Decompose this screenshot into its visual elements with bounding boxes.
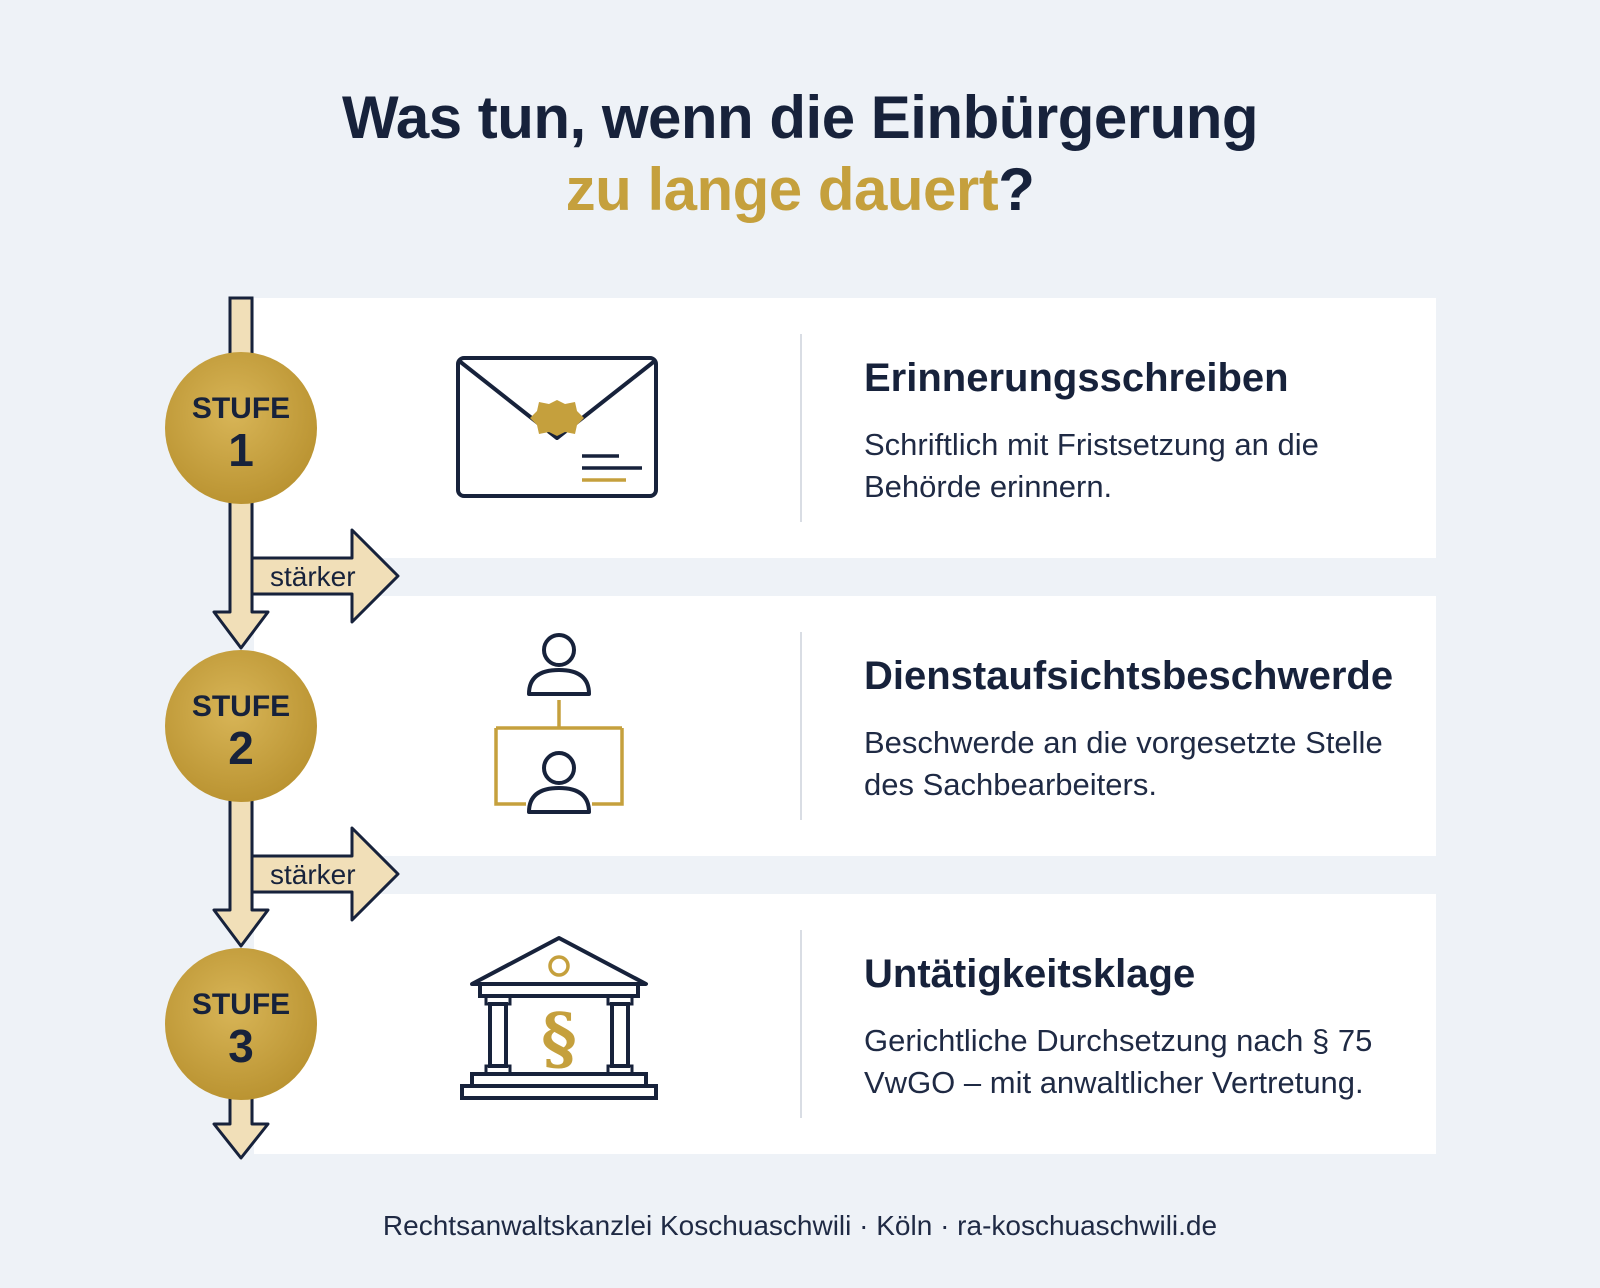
title-line-1: Was tun, wenn die Einbürgerung: [341, 84, 1259, 151]
escalation-label: stärker: [270, 859, 356, 890]
badge-number: 2: [228, 722, 254, 774]
divider: [800, 930, 802, 1118]
down-arrow: [212, 498, 270, 650]
courthouse-icon: §: [460, 936, 658, 1100]
svg-text:§: §: [541, 999, 577, 1079]
escalation-arrow-1: stärker: [250, 528, 400, 624]
hierarchy-icon: [494, 633, 624, 814]
title-suffix: ?: [998, 156, 1035, 223]
divider: [800, 632, 802, 820]
escalation-arrow-2: stärker: [250, 826, 400, 922]
step-badge-3: STUFE 3: [165, 948, 317, 1100]
badge-label: STUFE: [192, 392, 290, 425]
down-arrow: [212, 1092, 270, 1160]
step-title: Erinnerungsschreiben: [864, 356, 1289, 400]
step-description: Beschwerde an die vorgesetzte Stelle des…: [864, 725, 1383, 802]
badge-number: 1: [228, 424, 254, 476]
footer: Rechtsanwaltskanzlei Koschuaschwili · Kö…: [382, 1210, 1218, 1241]
envelope-icon: [456, 356, 658, 498]
step-badge-2: STUFE 2: [165, 650, 317, 802]
badge-label: STUFE: [192, 988, 290, 1021]
badge-label: STUFE: [192, 690, 290, 723]
escalation-flow: stärker stärker STUFE 1 STUFE 2 STUFE 3: [165, 296, 400, 1160]
vertical-shaft: [228, 296, 254, 360]
step-title: Dienstaufsichtsbeschwerde: [864, 654, 1394, 698]
divider: [800, 334, 802, 522]
step-badge-1: STUFE 1: [165, 352, 317, 504]
step-card-3: § Untätigkeitsklage Gerichtliche Durchse…: [254, 894, 1436, 1154]
step-card-1: Erinnerungsschreiben Schriftlich mit Fri…: [254, 298, 1436, 558]
title-accent: zu lange dauert: [565, 156, 999, 223]
step-description: Schriftlich mit Fristsetzung an die Behö…: [864, 427, 1319, 504]
step-card-2: Dienstaufsichtsbeschwerde Beschwerde an …: [254, 596, 1436, 856]
step-description: Gerichtliche Durchsetzung nach § 75 VwGO…: [864, 1023, 1373, 1100]
title-line-2: zu lange dauert?: [0, 154, 1600, 226]
page-title: Was tun, wenn die Einbürgerung zu lange …: [0, 82, 1600, 226]
escalation-label: stärker: [270, 561, 356, 592]
badge-number: 3: [228, 1020, 254, 1072]
down-arrow: [212, 796, 270, 948]
step-title: Untätigkeitsklage: [864, 952, 1196, 996]
